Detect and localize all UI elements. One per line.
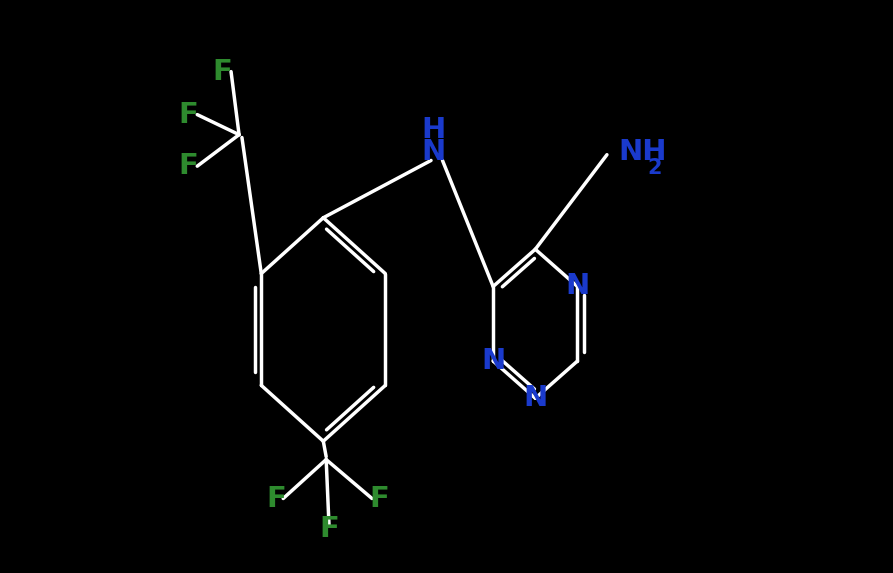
Text: F: F (319, 515, 339, 543)
Text: NH: NH (618, 138, 667, 166)
Text: N: N (481, 347, 505, 375)
Text: F: F (369, 485, 388, 512)
Text: N: N (421, 138, 446, 166)
Text: F: F (266, 485, 287, 512)
Text: N: N (523, 384, 547, 412)
Text: N: N (565, 273, 589, 300)
Text: H: H (421, 116, 446, 144)
Text: F: F (212, 58, 232, 85)
Text: 2: 2 (647, 158, 662, 178)
Text: F: F (178, 152, 198, 180)
Text: F: F (178, 101, 198, 128)
